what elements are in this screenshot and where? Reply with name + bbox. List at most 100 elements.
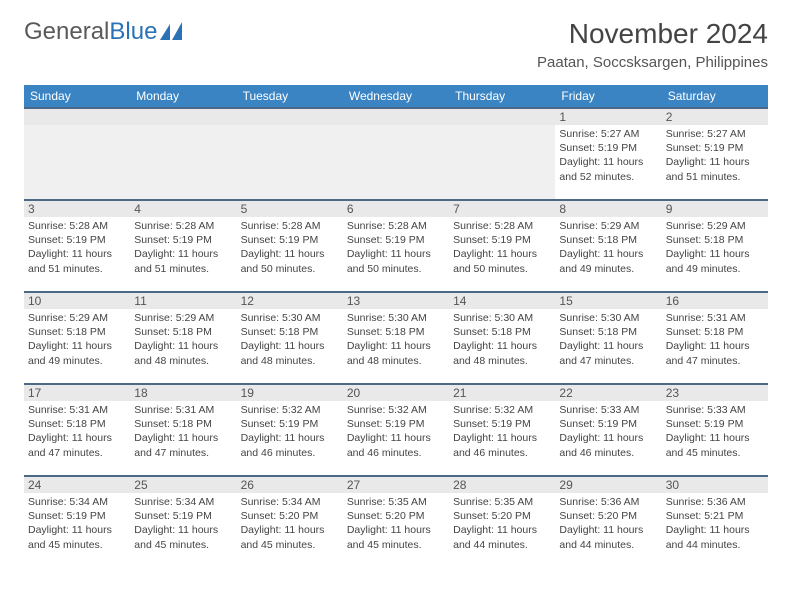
calendar-day-cell: 27 Sunrise: 5:35 AMSunset: 5:20 PMDayligh…	[343, 476, 449, 568]
day-info: Sunrise: 5:33 AMSunset: 5:19 PMDaylight:…	[559, 403, 657, 460]
calendar-day-cell: 9 Sunrise: 5:29 AMSunset: 5:18 PMDaylight…	[662, 200, 768, 292]
day-header: Sunday	[24, 85, 130, 108]
calendar-day-cell	[449, 108, 555, 200]
calendar-day-cell: 29Sunrise: 5:36 AMSunset: 5:20 PMDayligh…	[555, 476, 661, 568]
day-info: Sunrise: 5:28 AMSunset: 5:19 PMDaylight:…	[134, 219, 232, 276]
day-number: 13	[343, 293, 449, 309]
day-number: 9	[662, 201, 768, 217]
day-info: Sunrise: 5:34 AMSunset: 5:19 PMDaylight:…	[134, 495, 232, 552]
day-number: 22	[555, 385, 661, 401]
calendar-day-cell: 4 Sunrise: 5:28 AMSunset: 5:19 PMDaylight…	[130, 200, 236, 292]
month-title: November 2024	[537, 18, 768, 50]
day-info: Sunrise: 5:27 AMSunset: 5:19 PMDaylight:…	[666, 127, 764, 184]
day-number: 16	[662, 293, 768, 309]
calendar-day-cell: 18 Sunrise: 5:31 AMSunset: 5:18 PMDayligh…	[130, 384, 236, 476]
calendar-day-cell	[24, 108, 130, 200]
day-info: Sunrise: 5:28 AMSunset: 5:19 PMDaylight:…	[453, 219, 551, 276]
calendar-week-row: 17Sunrise: 5:31 AMSunset: 5:18 PMDayligh…	[24, 384, 768, 476]
calendar-day-cell: 25Sunrise: 5:34 AMSunset: 5:19 PMDayligh…	[130, 476, 236, 568]
day-header: Tuesday	[237, 85, 343, 108]
day-info: Sunrise: 5:33 AMSunset: 5:19 PMDaylight:…	[666, 403, 764, 460]
day-number: 4	[130, 201, 236, 217]
calendar-day-cell: 6 Sunrise: 5:28 AMSunset: 5:19 PMDaylight…	[343, 200, 449, 292]
day-info: Sunrise: 5:31 AMSunset: 5:18 PMDaylight:…	[666, 311, 764, 368]
day-info: Sunrise: 5:28 AMSunset: 5:19 PMDaylight:…	[347, 219, 445, 276]
day-number	[130, 109, 236, 125]
calendar-day-cell: 1Sunrise: 5:27 AMSunset: 5:19 PMDaylight…	[555, 108, 661, 200]
day-number	[24, 109, 130, 125]
day-info: Sunrise: 5:35 AMSunset: 5:20 PMDaylight:…	[453, 495, 551, 552]
calendar-day-cell: 15 Sunrise: 5:30 AMSunset: 5:18 PMDayligh…	[555, 292, 661, 384]
day-info: Sunrise: 5:30 AMSunset: 5:18 PMDaylight:…	[559, 311, 657, 368]
calendar-day-cell	[343, 108, 449, 200]
calendar-day-cell: 30Sunrise: 5:36 AMSunset: 5:21 PMDayligh…	[662, 476, 768, 568]
calendar-day-cell: 21 Sunrise: 5:32 AMSunset: 5:19 PMDayligh…	[449, 384, 555, 476]
calendar-day-cell: 14Sunrise: 5:30 AMSunset: 5:18 PMDayligh…	[449, 292, 555, 384]
day-info: Sunrise: 5:31 AMSunset: 5:18 PMDaylight:…	[134, 403, 232, 460]
day-header: Saturday	[662, 85, 768, 108]
calendar-week-row: 3Sunrise: 5:28 AMSunset: 5:19 PMDaylight…	[24, 200, 768, 292]
header: GeneralBlue November 2024 Paatan, Soccsk…	[24, 18, 768, 71]
day-number: 15	[555, 293, 661, 309]
day-info: Sunrise: 5:27 AMSunset: 5:19 PMDaylight:…	[559, 127, 657, 184]
day-info: Sunrise: 5:30 AMSunset: 5:18 PMDaylight:…	[241, 311, 339, 368]
day-number: 7	[449, 201, 555, 217]
day-header: Thursday	[449, 85, 555, 108]
day-number: 11	[130, 293, 236, 309]
day-number: 21	[449, 385, 555, 401]
calendar-day-cell: 19Sunrise: 5:32 AMSunset: 5:19 PMDayligh…	[237, 384, 343, 476]
day-number: 23	[662, 385, 768, 401]
calendar-day-cell: 17 Sunrise: 5:31 AMSunset: 5:18 PMDayligh…	[24, 384, 130, 476]
day-number: 10	[24, 293, 130, 309]
calendar-day-cell: 11Sunrise: 5:29 AMSunset: 5:18 PMDayligh…	[130, 292, 236, 384]
calendar-day-cell: 3Sunrise: 5:28 AMSunset: 5:19 PMDaylight…	[24, 200, 130, 292]
day-info: Sunrise: 5:28 AMSunset: 5:19 PMDaylight:…	[28, 219, 126, 276]
calendar-day-cell: 12 Sunrise: 5:30 AMSunset: 5:18 PMDayligh…	[237, 292, 343, 384]
calendar-week-row: 1Sunrise: 5:27 AMSunset: 5:19 PMDaylight…	[24, 108, 768, 200]
logo-text-blue: Blue	[109, 18, 157, 46]
day-number: 20	[343, 385, 449, 401]
day-info: Sunrise: 5:32 AMSunset: 5:19 PMDaylight:…	[453, 403, 551, 460]
day-info: Sunrise: 5:29 AMSunset: 5:18 PMDaylight:…	[559, 219, 657, 276]
calendar-day-cell: 22 Sunrise: 5:33 AMSunset: 5:19 PMDayligh…	[555, 384, 661, 476]
day-info: Sunrise: 5:29 AMSunset: 5:18 PMDaylight:…	[28, 311, 126, 368]
calendar-day-cell: 7 Sunrise: 5:28 AMSunset: 5:19 PMDaylight…	[449, 200, 555, 292]
day-number: 8	[555, 201, 661, 217]
day-info: Sunrise: 5:28 AMSunset: 5:19 PMDaylight:…	[241, 219, 339, 276]
location: Paatan, Soccsksargen, Philippines	[537, 54, 768, 71]
day-info: Sunrise: 5:34 AMSunset: 5:20 PMDaylight:…	[241, 495, 339, 552]
day-info: Sunrise: 5:29 AMSunset: 5:18 PMDaylight:…	[666, 219, 764, 276]
calendar-day-cell: 13 Sunrise: 5:30 AMSunset: 5:18 PMDayligh…	[343, 292, 449, 384]
day-number: 27	[343, 477, 449, 493]
day-info: Sunrise: 5:31 AMSunset: 5:18 PMDaylight:…	[28, 403, 126, 460]
day-header-row: Sunday Monday Tuesday Wednesday Thursday…	[24, 85, 768, 108]
day-number: 19	[237, 385, 343, 401]
day-header: Wednesday	[343, 85, 449, 108]
calendar-day-cell: 8 Sunrise: 5:29 AMSunset: 5:18 PMDaylight…	[555, 200, 661, 292]
day-number: 18	[130, 385, 236, 401]
day-number: 14	[449, 293, 555, 309]
day-number: 2	[662, 109, 768, 125]
calendar-week-row: 24Sunrise: 5:34 AMSunset: 5:19 PMDayligh…	[24, 476, 768, 568]
calendar-week-row: 10 Sunrise: 5:29 AMSunset: 5:18 PMDayligh…	[24, 292, 768, 384]
day-info: Sunrise: 5:36 AMSunset: 5:20 PMDaylight:…	[559, 495, 657, 552]
day-number: 6	[343, 201, 449, 217]
day-info: Sunrise: 5:30 AMSunset: 5:18 PMDaylight:…	[347, 311, 445, 368]
day-info: Sunrise: 5:36 AMSunset: 5:21 PMDaylight:…	[666, 495, 764, 552]
calendar-day-cell: 10 Sunrise: 5:29 AMSunset: 5:18 PMDayligh…	[24, 292, 130, 384]
calendar-table: Sunday Monday Tuesday Wednesday Thursday…	[24, 85, 768, 568]
calendar-day-cell: 26Sunrise: 5:34 AMSunset: 5:20 PMDayligh…	[237, 476, 343, 568]
logo: GeneralBlue	[24, 18, 188, 46]
calendar-day-cell: 2 Sunrise: 5:27 AMSunset: 5:19 PMDaylight…	[662, 108, 768, 200]
day-number: 12	[237, 293, 343, 309]
calendar-day-cell	[130, 108, 236, 200]
title-block: November 2024 Paatan, Soccsksargen, Phil…	[537, 18, 768, 71]
day-number: 28	[449, 477, 555, 493]
day-info: Sunrise: 5:35 AMSunset: 5:20 PMDaylight:…	[347, 495, 445, 552]
day-number: 5	[237, 201, 343, 217]
calendar-day-cell: 16 Sunrise: 5:31 AMSunset: 5:18 PMDayligh…	[662, 292, 768, 384]
calendar-day-cell: 28 Sunrise: 5:35 AMSunset: 5:20 PMDayligh…	[449, 476, 555, 568]
day-number	[449, 109, 555, 125]
day-number: 17	[24, 385, 130, 401]
day-info: Sunrise: 5:32 AMSunset: 5:19 PMDaylight:…	[347, 403, 445, 460]
